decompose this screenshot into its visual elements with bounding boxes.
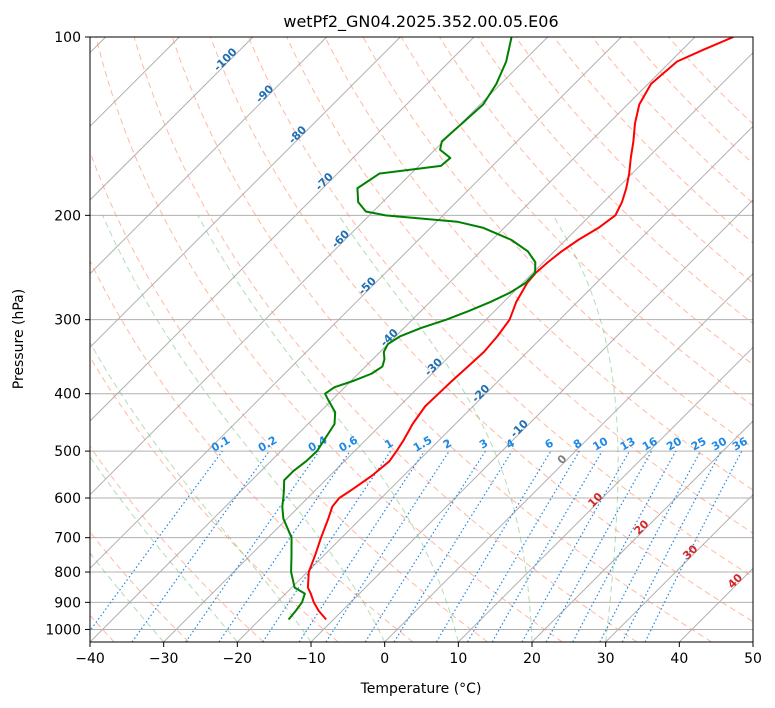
dry-adiabat-line xyxy=(95,37,563,642)
y-tick-label: 300 xyxy=(54,313,81,329)
mixing-ratio-line xyxy=(218,450,351,642)
dry-adiabat-line xyxy=(171,37,712,642)
y-tick-label: 500 xyxy=(54,444,81,460)
mixing-ratio-line xyxy=(435,450,552,642)
x-tick-label: −10 xyxy=(296,651,326,667)
mixing-ratio-line xyxy=(364,450,486,642)
moist-adiabats xyxy=(90,215,619,642)
dry-adiabat-line xyxy=(515,37,753,284)
mixing-ratio-line xyxy=(131,450,270,642)
moist-adiabat-line xyxy=(102,215,386,642)
dry-adiabat-line xyxy=(629,37,753,165)
mixing-ratio-line xyxy=(572,450,677,642)
sounding-series xyxy=(281,37,734,621)
isotherm-line xyxy=(90,37,622,570)
isotherm-gridlines xyxy=(90,37,753,642)
dry-adiabat-line xyxy=(133,37,638,642)
dry-adiabat-line xyxy=(210,37,753,623)
temperature-profile-line xyxy=(306,37,734,621)
isobar-gridlines xyxy=(90,37,753,630)
x-tick-label: 10 xyxy=(449,651,467,667)
dewpoint-profile-line xyxy=(281,37,537,621)
isotherm-line xyxy=(90,37,696,642)
mixing-ratio-line xyxy=(393,450,513,642)
dry-adiabat-line xyxy=(591,37,753,204)
x-tick-label: 50 xyxy=(744,651,762,667)
isotherm-line xyxy=(90,37,475,422)
x-tick-label: −20 xyxy=(223,651,253,667)
moist-adiabat-line xyxy=(90,341,312,642)
y-axis-label: Pressure (hPa) xyxy=(11,289,27,389)
mixing-ratio-line xyxy=(466,450,580,642)
x-tick-label: −30 xyxy=(149,651,179,667)
dry-adiabat-line xyxy=(477,37,753,325)
x-tick-label: 0 xyxy=(380,651,389,667)
plot-frame xyxy=(89,36,754,643)
dry-adiabat-line xyxy=(90,259,414,642)
isotherm-line xyxy=(236,125,753,642)
y-tick-label: 800 xyxy=(54,565,81,581)
isotherm-line xyxy=(384,272,753,642)
mixing-ratio-line xyxy=(545,450,653,642)
mixing-ratio-line xyxy=(325,450,450,642)
dry-adiabat-line xyxy=(362,37,753,449)
y-tick-label: 900 xyxy=(54,595,81,611)
moist-adiabat-line xyxy=(90,552,165,642)
y-tick-label: 400 xyxy=(54,387,81,403)
mixing-ratio-line xyxy=(491,450,603,642)
moist-adiabat-line xyxy=(197,215,459,642)
dry-adiabats xyxy=(90,37,753,642)
y-tick-label: 1000 xyxy=(45,622,81,638)
x-axis-label: Temperature (°C) xyxy=(360,681,482,697)
dry-adiabat-line xyxy=(324,37,753,491)
x-tick-label: 40 xyxy=(670,651,688,667)
y-tick-label: 200 xyxy=(54,208,81,224)
mixing-ratio-line xyxy=(521,450,631,642)
isotherm-line xyxy=(605,493,753,642)
x-tick-label: 30 xyxy=(597,651,615,667)
chart-title: wetPf2_GN04.2025.352.00.05.E06 xyxy=(283,12,558,32)
isotherm-line xyxy=(163,51,753,642)
mixing-ratio-line xyxy=(90,450,223,632)
y-axis-ticks: 100 200 300 400 500 600 700 800 900 1000 xyxy=(45,30,90,638)
mixing-ratio-line xyxy=(185,450,320,642)
x-tick-label: 20 xyxy=(523,651,541,667)
dry-adiabat-line xyxy=(248,37,753,578)
isotherm-line xyxy=(90,37,254,201)
x-tick-label: −40 xyxy=(75,651,105,667)
isotherm-line xyxy=(531,420,753,642)
x-axis-ticks: −40 −30 −20 −10 0 10 20 30 40 50 xyxy=(75,642,762,667)
moist-adiabat-line xyxy=(338,215,533,642)
moist-adiabat-line xyxy=(90,455,238,642)
y-tick-label: 600 xyxy=(54,491,81,507)
y-tick-label: 100 xyxy=(54,30,81,46)
isotherm-line xyxy=(457,346,753,642)
dry-adiabat-line xyxy=(90,445,264,642)
isotherm-line xyxy=(90,37,328,275)
dry-adiabat-line xyxy=(400,37,753,407)
y-tick-label: 700 xyxy=(54,531,81,547)
isotherm-line xyxy=(90,37,401,349)
moist-adiabat-line xyxy=(552,215,619,642)
